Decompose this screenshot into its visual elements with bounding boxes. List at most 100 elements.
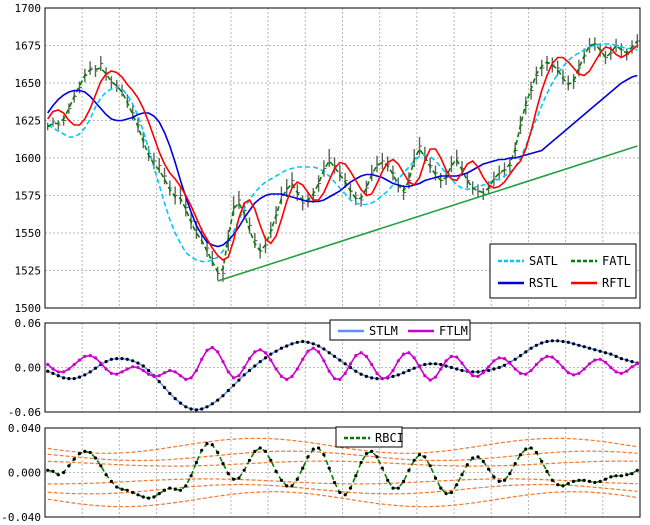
data-point: [391, 368, 395, 373]
data-point: [322, 347, 326, 351]
data-point: [587, 479, 592, 483]
data-point: [216, 350, 220, 354]
data-point: [311, 447, 315, 451]
data-point: [194, 460, 198, 465]
data-point: [125, 357, 129, 361]
data-point: [540, 341, 544, 345]
data-point: [402, 479, 406, 483]
data-point: [534, 362, 539, 367]
data-point: [141, 368, 145, 373]
data-point: [147, 372, 151, 376]
data-point: [247, 458, 252, 462]
data-point: [184, 405, 188, 409]
data-point: [109, 371, 113, 375]
y-tick-label: 1500: [15, 302, 42, 315]
data-point: [62, 376, 66, 380]
data-point: [402, 371, 406, 375]
data-point: [460, 473, 464, 477]
data-point: [178, 401, 183, 405]
data-point: [285, 377, 289, 381]
data-point: [380, 377, 384, 381]
data-point: [147, 368, 151, 373]
legend-entry-rftl: RFTL: [571, 276, 631, 290]
data-point: [540, 357, 544, 361]
data-point: [582, 478, 586, 482]
data-point: [51, 469, 55, 473]
data-point: [513, 367, 517, 371]
data-point: [561, 365, 565, 370]
data-point: [136, 361, 140, 365]
data-point: [370, 362, 374, 367]
data-point: [317, 350, 321, 354]
data-point: [301, 466, 305, 470]
data-point: [157, 380, 161, 384]
data-point: [433, 362, 438, 366]
data-point: [433, 375, 438, 379]
data-point: [237, 374, 241, 378]
data-point: [481, 459, 485, 463]
data-point: [593, 348, 597, 352]
data-point: [354, 474, 358, 478]
data-point: [423, 362, 427, 367]
data-point: [582, 345, 586, 349]
data-point: [322, 453, 326, 457]
data-point: [242, 373, 246, 377]
data-point: [396, 373, 400, 377]
data-point: [83, 354, 87, 358]
data-point: [348, 486, 353, 490]
data-point: [109, 357, 113, 361]
data-point: [465, 368, 469, 373]
data-point: [444, 364, 448, 368]
y-tick-label: -0.040: [1, 511, 41, 524]
data-point: [157, 374, 161, 378]
data-point: [189, 407, 193, 411]
data-point: [46, 468, 50, 472]
grid: [45, 7, 640, 309]
data-point: [88, 450, 92, 455]
data-point: [375, 371, 379, 375]
data-point: [311, 346, 315, 350]
data-point: [609, 352, 613, 356]
data-point: [439, 367, 443, 371]
data-point: [322, 359, 326, 363]
data-point: [354, 369, 358, 373]
data-point: [285, 484, 289, 488]
data-point: [561, 484, 565, 488]
data-point: [51, 371, 55, 375]
data-point: [338, 490, 342, 495]
data-point: [577, 343, 581, 347]
data-point: [67, 367, 71, 371]
data-point: [572, 342, 576, 346]
data-point: [572, 479, 576, 483]
data-point: [412, 356, 416, 360]
legend-label: RFTL: [602, 276, 631, 290]
data-point: [609, 475, 613, 479]
data-point: [178, 374, 183, 378]
y-tick-label: 0.040: [8, 422, 41, 435]
data-point: [619, 371, 624, 375]
data-point: [593, 358, 597, 362]
data-point: [258, 446, 262, 450]
data-point: [194, 368, 198, 373]
data-point: [269, 358, 273, 362]
data-point: [582, 367, 586, 371]
band-line: [47, 483, 638, 495]
data-point: [529, 368, 533, 373]
data-point: [274, 367, 278, 371]
legend-entry-ftlm: FTLM: [408, 324, 468, 338]
data-point: [189, 376, 193, 380]
data-point: [556, 360, 560, 364]
data-point: [338, 377, 342, 381]
data-point: [481, 371, 485, 375]
data-point: [332, 480, 337, 485]
data-point: [449, 365, 453, 370]
data-point: [205, 442, 209, 446]
data-point: [168, 486, 172, 490]
data-point: [609, 365, 613, 370]
data-point: [93, 456, 98, 460]
data-point: [104, 367, 108, 371]
data-point: [455, 367, 459, 371]
data-point: [635, 468, 639, 472]
data-point: [508, 361, 512, 365]
